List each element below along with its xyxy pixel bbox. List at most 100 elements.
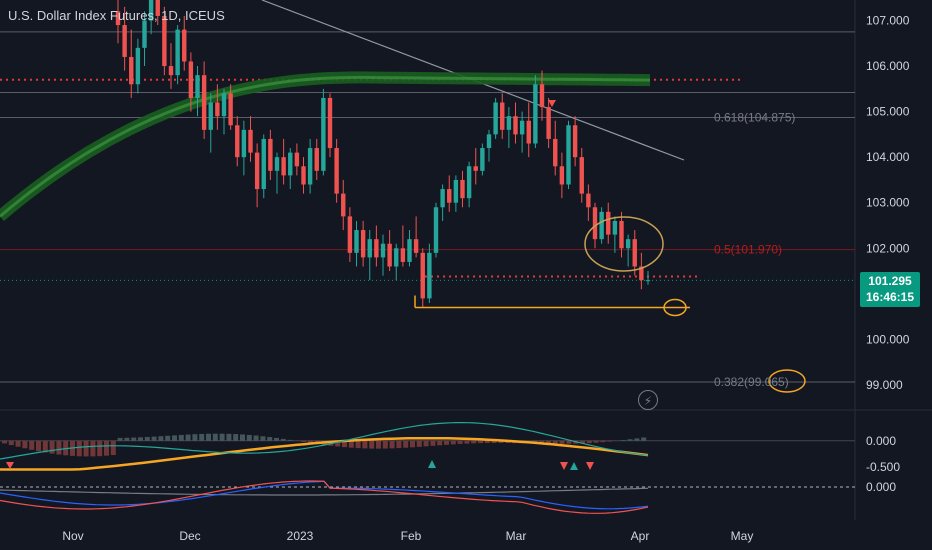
- candle: [182, 15, 187, 71]
- candle-body: [321, 97, 326, 171]
- candle-body: [413, 239, 419, 253]
- candle-body: [619, 220, 624, 249]
- histogram-bar: [274, 437, 279, 441]
- candle-body: [129, 56, 134, 85]
- fib-labels: 0.618(104.875) 0.5(101.970) 0.382(99.065): [714, 110, 795, 389]
- chart-overlays: [414, 100, 806, 393]
- candle: [321, 88, 326, 176]
- candle: [387, 230, 392, 272]
- candle: [168, 43, 174, 89]
- lightning-icon[interactable]: ⚡: [638, 390, 658, 410]
- histogram-bar: [199, 433, 205, 441]
- candle: [334, 138, 339, 203]
- candle-body: [559, 166, 565, 185]
- candle: [129, 29, 134, 98]
- histogram-bar: [117, 437, 123, 441]
- candle: [288, 148, 293, 190]
- candle-body: [155, 0, 160, 16]
- main-chart-lines: [0, 0, 855, 383]
- candle: [274, 152, 280, 194]
- candle-body: [400, 248, 406, 262]
- histogram-bar: [185, 434, 191, 441]
- histogram-bar: [586, 440, 592, 444]
- histogram-bar: [36, 440, 41, 452]
- candle-body: [440, 189, 445, 208]
- candle: [155, 0, 160, 26]
- candle-body: [427, 252, 432, 299]
- candle: [513, 102, 518, 144]
- candle: [632, 230, 637, 276]
- candle-body: [314, 148, 319, 171]
- candle-body: [122, 25, 127, 57]
- candle: [572, 116, 578, 167]
- fib-label: 0.618(104.875): [714, 110, 795, 124]
- histogram-bar: [546, 440, 551, 444]
- x-tick-label: May: [731, 529, 754, 543]
- candle-body: [175, 29, 180, 76]
- candle: [261, 134, 266, 199]
- candle-body: [606, 211, 611, 235]
- candle: [360, 220, 366, 267]
- candle: [374, 225, 379, 267]
- candle-body: [254, 152, 260, 190]
- candle: [539, 70, 545, 121]
- candle: [447, 175, 452, 212]
- candle: [427, 243, 432, 303]
- histogram-bar: [42, 440, 48, 453]
- candle: [619, 211, 624, 258]
- candle-body: [513, 116, 518, 135]
- candle: [645, 271, 651, 285]
- chart-title: U.S. Dollar Index Futures, 1D, ICEUS: [8, 8, 225, 23]
- histogram-bar: [389, 440, 395, 449]
- candle-body: [480, 148, 485, 171]
- buy-marker: [570, 462, 578, 470]
- candle-body: [208, 102, 213, 130]
- candle-body: [533, 84, 538, 144]
- candle: [473, 148, 478, 185]
- candle: [413, 216, 419, 258]
- histogram-bar: [8, 440, 14, 446]
- candle: [460, 170, 465, 208]
- candle: [394, 243, 399, 281]
- candle-body: [645, 280, 651, 282]
- sell-marker: [586, 462, 594, 470]
- histogram-bar: [410, 440, 415, 448]
- histogram-bar: [552, 440, 558, 444]
- y-tick-label: 105.000: [866, 105, 910, 119]
- histogram-bar: [559, 440, 565, 444]
- histogram-bar: [212, 433, 218, 441]
- candle: [500, 93, 505, 139]
- candle: [407, 230, 412, 267]
- candle: [142, 11, 147, 67]
- candle-body: [135, 47, 141, 85]
- indicator-panel-2: [0, 480, 855, 514]
- candle-body: [235, 125, 240, 158]
- histogram-bar: [90, 440, 96, 457]
- candle: [440, 184, 445, 221]
- histogram-bar: [287, 439, 293, 441]
- candle: [221, 88, 227, 135]
- candle-body: [447, 189, 452, 203]
- candle: [400, 225, 406, 267]
- histogram-bar: [76, 440, 82, 457]
- sell-marker: [6, 462, 14, 469]
- candle: [612, 216, 618, 253]
- candle-body: [354, 230, 359, 253]
- candle-body: [500, 102, 505, 130]
- candle: [301, 157, 306, 194]
- candle-body: [539, 84, 545, 108]
- candle-body: [307, 148, 313, 185]
- histogram-bar: [97, 440, 103, 457]
- histogram-bar: [110, 440, 116, 456]
- candle-body: [162, 15, 167, 67]
- candle: [639, 252, 644, 290]
- histogram-bar: [144, 436, 150, 441]
- candle-body: [380, 243, 386, 258]
- histogram-bar: [491, 440, 497, 443]
- candle: [486, 129, 492, 162]
- candle-body: [241, 129, 247, 158]
- candle: [135, 38, 141, 94]
- candle: [228, 84, 233, 130]
- y-tick-label: 104.000: [866, 150, 910, 164]
